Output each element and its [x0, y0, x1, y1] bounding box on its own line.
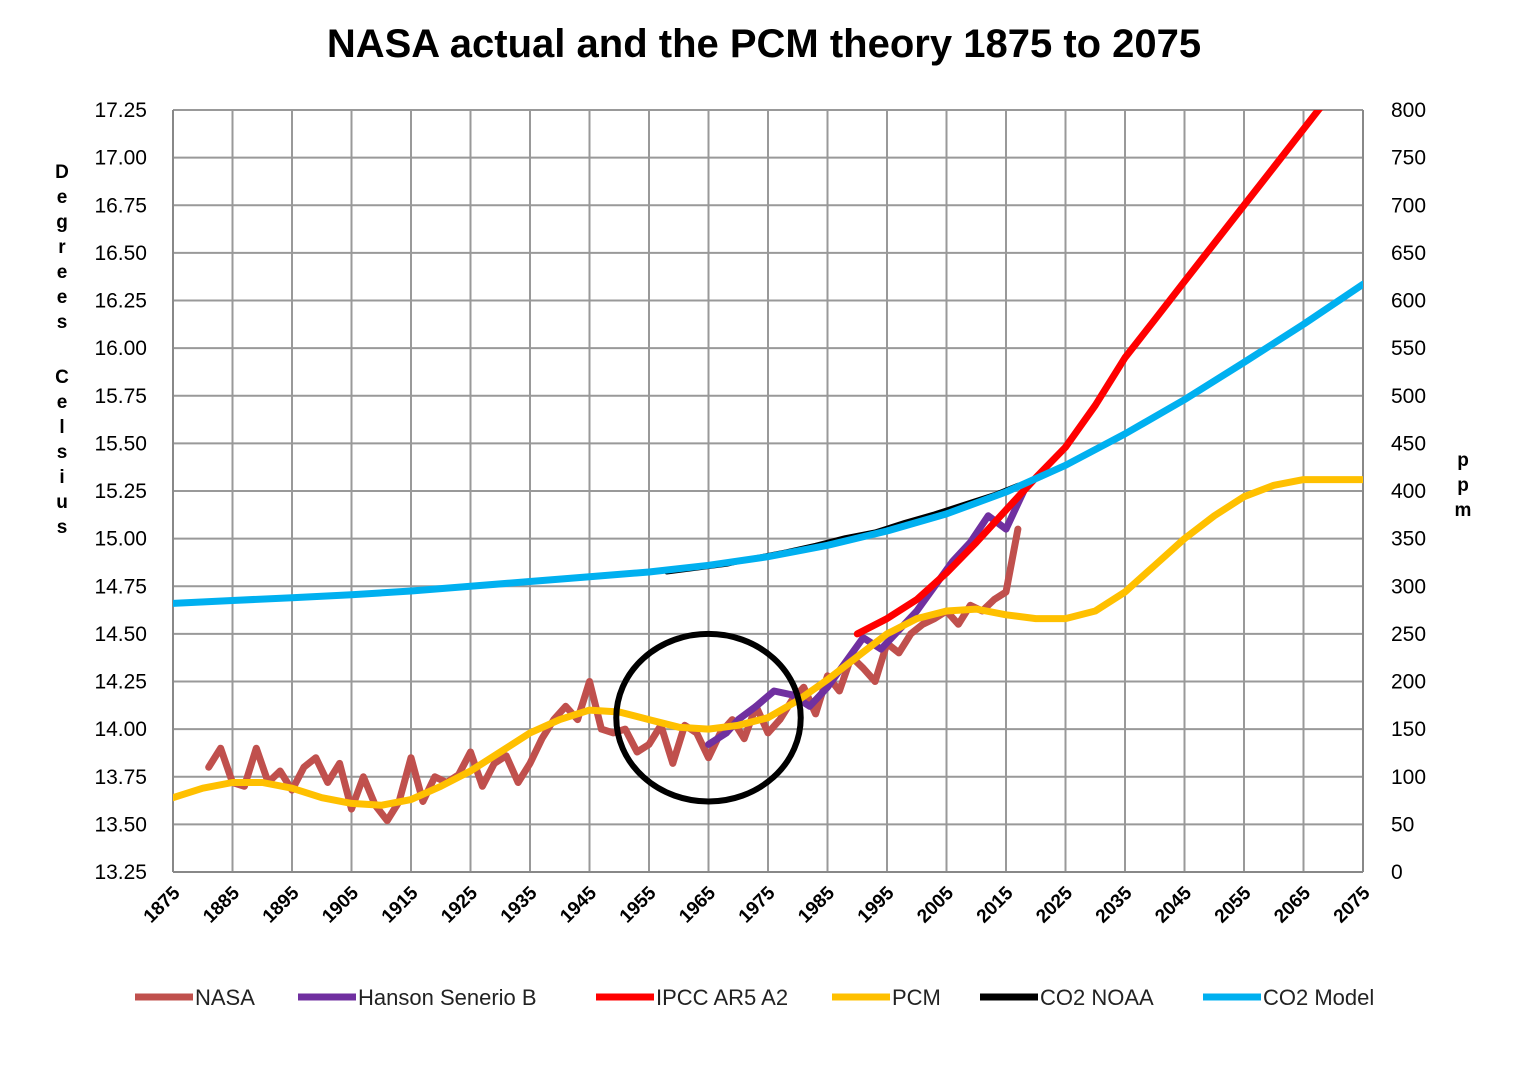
y-left-tick-label: 16.50	[94, 242, 147, 265]
y-left-tick-label: 14.50	[94, 623, 147, 646]
y-right-tick-label: 0	[1391, 861, 1403, 884]
highlight-ellipse	[613, 630, 804, 805]
y-right-tick-label: 350	[1391, 528, 1426, 551]
x-tick-label: 1995	[854, 882, 899, 927]
x-tick-label: 1925	[437, 882, 482, 927]
y-right-tick-label: 700	[1391, 194, 1426, 217]
y-left-tick-label: 14.75	[94, 575, 147, 598]
y-left-tick-label: 16.25	[94, 290, 147, 313]
y-right-tick-label: 500	[1391, 385, 1426, 408]
series-line-pcm	[173, 476, 1363, 809]
series-line-nasa	[205, 525, 1022, 825]
x-tick-label: 1965	[675, 882, 720, 927]
legend-label: IPCC AR5 A2	[656, 985, 788, 1010]
y-right-tick-label: 100	[1391, 766, 1426, 789]
series-line-co2-model	[173, 280, 1363, 607]
legend-label: CO2 Model	[1263, 985, 1374, 1010]
x-tick-label: 1875	[140, 882, 185, 927]
x-tick-label: 1985	[794, 882, 839, 927]
x-tick-label: 2025	[1032, 882, 1077, 927]
x-tick-label: 2045	[1151, 882, 1196, 927]
x-tick-label: 1945	[556, 882, 601, 927]
legend: NASA Hanson Senerio B IPCC AR5 A2 PCM CO2 NO…	[135, 985, 1374, 1010]
y-right-tick-label: 550	[1391, 337, 1426, 360]
x-tick-label: 1955	[616, 882, 661, 927]
y-right-tick-label: 750	[1391, 147, 1426, 170]
y-right-tick-label: 450	[1391, 432, 1426, 455]
series-line-co2-noaa	[664, 482, 1021, 575]
x-tick-label: 1915	[378, 882, 423, 927]
y-left-tick-label: 15.50	[94, 432, 147, 455]
y-left-tick-label: 16.00	[94, 337, 147, 360]
y-right-tick-label: 650	[1391, 242, 1426, 265]
grid-lines	[172, 109, 1364, 873]
y-right-tick-label: 150	[1391, 718, 1426, 741]
y-right-tick-label: 800	[1391, 99, 1426, 122]
annotations	[613, 630, 804, 805]
y-left-tick-label: 15.00	[94, 528, 147, 551]
y-left-tick-label: 14.25	[94, 671, 147, 694]
y-left-tick-label: 17.00	[94, 147, 147, 170]
x-tick-label: 2075	[1330, 882, 1375, 927]
y-left-tick-label: 13.75	[94, 766, 147, 789]
x-tick-label: 2005	[913, 882, 958, 927]
x-tick-label: 1905	[318, 882, 363, 927]
y-right-tick-label: 300	[1391, 575, 1426, 598]
series-lines	[173, 110, 1363, 825]
y-left-tick-label: 13.50	[94, 813, 147, 836]
x-tick-label: 1895	[259, 882, 304, 927]
x-tick-label: 1885	[199, 882, 244, 927]
legend-label: NASA	[195, 985, 255, 1010]
y-left-tick-label: 15.75	[94, 385, 147, 408]
legend-label: Hanson Senerio B	[358, 985, 537, 1010]
x-tick-label: 1975	[735, 882, 780, 927]
y-left-tick-label: 16.75	[94, 194, 147, 217]
x-tick-label: 2065	[1270, 882, 1315, 927]
x-tick-label: 2035	[1092, 882, 1137, 927]
x-tick-label: 2015	[973, 882, 1018, 927]
y-right-tick-label: 400	[1391, 480, 1426, 503]
legend-label: PCM	[892, 985, 941, 1010]
legend-label: CO2 NOAA	[1040, 985, 1154, 1010]
chart-title: NASA actual and the PCM theory 1875 to 2…	[326, 22, 1202, 66]
y-left-tick-label: 14.00	[94, 718, 147, 741]
y-right-tick-label: 200	[1391, 671, 1426, 694]
series-line-ipcc-ar5-a2	[853, 110, 1323, 638]
y-left-tick-label: 13.25	[94, 861, 147, 884]
x-tick-label: 2055	[1211, 882, 1256, 927]
y-right-tick-label: 50	[1391, 813, 1414, 836]
y-left-tick-label: 15.25	[94, 480, 147, 503]
y-right-tick-label: 600	[1391, 290, 1426, 313]
y-right-tick-label: 250	[1391, 623, 1426, 646]
x-tick-label: 1935	[497, 882, 542, 927]
y-left-tick-label: 17.25	[94, 99, 147, 122]
series-line-hanson-senerio-b	[705, 487, 1028, 748]
